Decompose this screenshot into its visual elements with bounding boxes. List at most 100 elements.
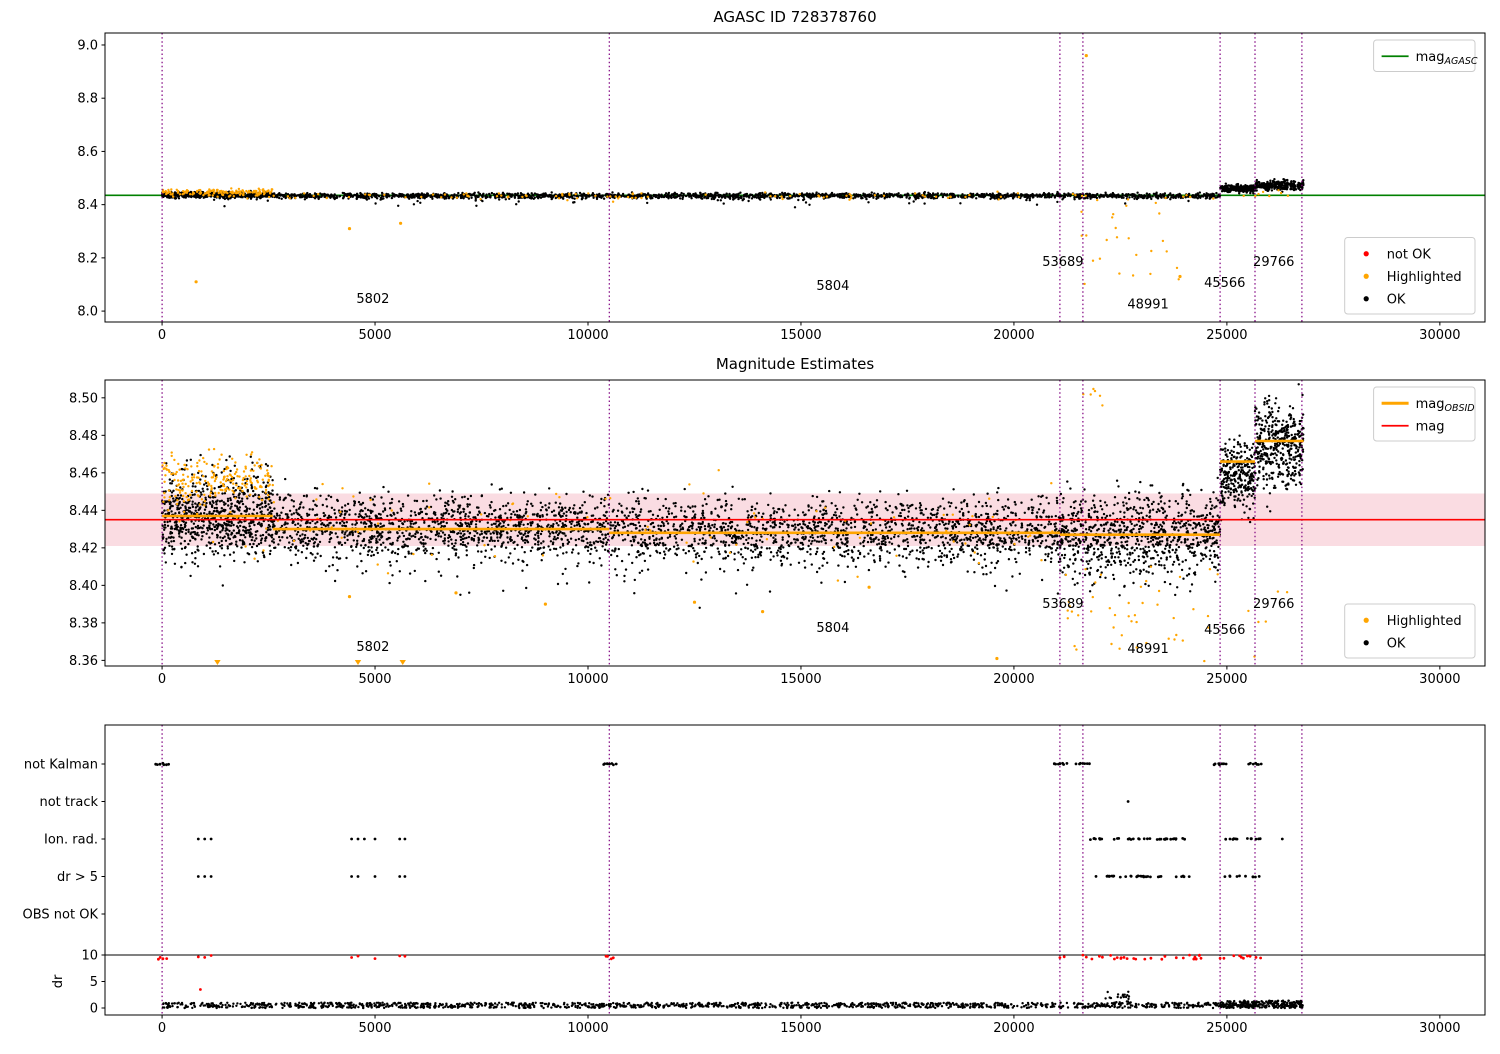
data-point <box>601 533 603 535</box>
data-point <box>341 525 343 527</box>
data-point <box>611 191 613 193</box>
data-point <box>592 197 594 199</box>
data-point <box>309 193 311 195</box>
data-point <box>262 491 264 493</box>
data-point <box>735 194 737 196</box>
data-point <box>1128 196 1130 198</box>
data-point <box>611 196 613 198</box>
data-point <box>249 508 251 510</box>
data-point <box>307 537 309 539</box>
data-point <box>170 195 172 197</box>
data-point <box>1140 196 1142 198</box>
data-point <box>209 547 211 549</box>
data-point <box>1164 197 1166 199</box>
data-point <box>1287 195 1289 197</box>
data-point <box>872 197 874 199</box>
data-point <box>491 513 493 515</box>
data-point <box>546 194 548 196</box>
data-point <box>308 540 310 542</box>
data-point <box>831 192 833 194</box>
data-point <box>208 511 210 513</box>
data-point <box>270 502 272 504</box>
data-point <box>242 543 244 545</box>
data-point <box>426 500 428 502</box>
y-tick-label: 8.8 <box>77 92 98 107</box>
data-point <box>264 540 266 542</box>
data-point <box>189 575 191 577</box>
data-point <box>1197 197 1199 199</box>
data-point <box>424 535 426 537</box>
data-point <box>267 465 269 467</box>
data-point <box>386 538 388 540</box>
data-point <box>229 470 231 472</box>
data-point <box>261 537 263 539</box>
data-point <box>797 195 799 197</box>
data-point <box>420 533 422 535</box>
data-point <box>553 536 555 538</box>
data-point <box>1240 188 1242 190</box>
data-point <box>523 491 525 493</box>
data-point <box>457 556 459 558</box>
data-point <box>224 503 226 505</box>
data-point <box>221 544 223 546</box>
data-point <box>886 196 888 198</box>
data-point <box>397 553 399 555</box>
data-point <box>168 512 170 514</box>
data-point <box>189 540 191 542</box>
data-point <box>211 528 213 530</box>
data-point <box>367 509 369 511</box>
data-point <box>1057 194 1059 196</box>
data-point <box>710 193 712 195</box>
data-point <box>321 531 323 533</box>
data-point <box>769 195 771 197</box>
data-point <box>570 192 572 194</box>
data-point <box>284 478 286 480</box>
data-point <box>1155 202 1157 204</box>
data-point <box>972 193 974 195</box>
data-point <box>1212 195 1214 197</box>
data-point <box>245 506 247 508</box>
data-point <box>537 537 539 539</box>
data-point <box>640 197 642 199</box>
data-point <box>880 194 882 196</box>
data-point <box>1101 194 1103 196</box>
data-point <box>346 539 348 541</box>
data-point <box>213 510 215 512</box>
data-point <box>300 195 302 197</box>
data-point <box>269 525 271 527</box>
data-point <box>170 526 172 528</box>
data-point <box>456 197 458 199</box>
data-point <box>289 549 291 551</box>
data-point <box>305 196 307 198</box>
data-point <box>572 548 574 550</box>
data-point <box>452 514 454 516</box>
data-point <box>541 559 543 561</box>
data-point <box>295 554 297 556</box>
data-point <box>517 524 519 526</box>
data-point <box>175 528 177 530</box>
data-point <box>345 525 347 527</box>
data-point <box>824 194 826 196</box>
data-point <box>1134 196 1136 198</box>
data-point <box>527 523 529 525</box>
data-point <box>199 478 201 480</box>
data-point <box>170 536 172 538</box>
data-point <box>544 504 546 506</box>
data-point <box>803 198 805 200</box>
data-point <box>181 468 183 470</box>
data-point <box>264 192 266 194</box>
data-point <box>408 552 410 554</box>
data-point <box>371 196 373 198</box>
data-point <box>515 203 517 205</box>
data-point <box>184 547 186 549</box>
annotation-obsid: 5804 <box>816 279 849 294</box>
data-point <box>384 507 386 509</box>
data-point <box>171 548 173 550</box>
data-point <box>505 547 507 549</box>
data-point <box>228 530 230 532</box>
data-point <box>1111 216 1113 218</box>
data-point <box>256 198 258 200</box>
data-point <box>584 501 586 503</box>
data-point <box>225 459 227 461</box>
data-point <box>742 199 744 201</box>
